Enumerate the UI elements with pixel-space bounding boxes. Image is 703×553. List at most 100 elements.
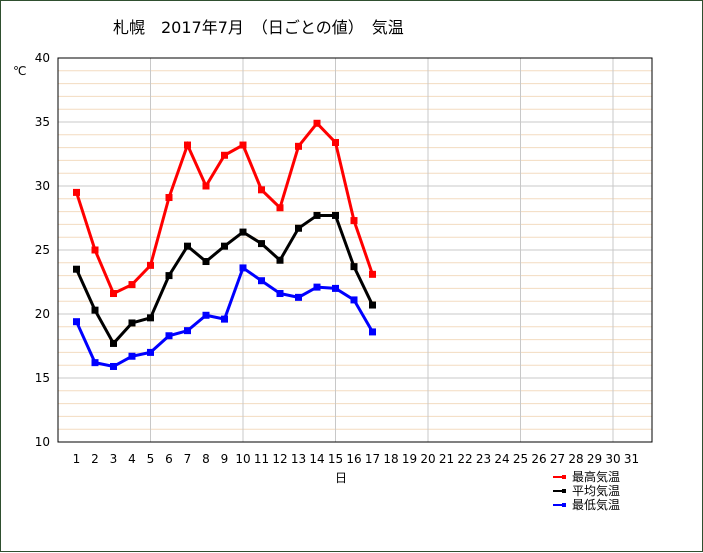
chart-title: 札幌 2017年7月 （日ごとの値） 気温 <box>113 18 404 37</box>
y-tick-label: 30 <box>35 179 50 193</box>
data-point <box>276 204 284 212</box>
x-tick-label: 10 <box>235 452 250 466</box>
data-point <box>276 290 284 298</box>
data-point <box>184 242 191 250</box>
data-point <box>91 359 99 367</box>
y-tick-label: 25 <box>35 243 50 257</box>
data-point <box>202 258 210 266</box>
x-tick-label: 17 <box>365 452 380 466</box>
x-tick-label: 5 <box>147 452 155 466</box>
data-point <box>147 314 154 322</box>
x-tick-label: 26 <box>531 452 546 466</box>
legend-label: 平均気温 <box>572 483 620 498</box>
x-tick-label: 8 <box>202 452 210 466</box>
x-tick-label: 11 <box>254 452 269 466</box>
x-axis-ticks: 1 2 3 4 5 6 7 8 9 10 11 12 13 14 15 16 17 18 19 20 21 22 23 24 2… <box>73 452 639 466</box>
data-point <box>202 311 210 319</box>
data-point <box>128 281 136 289</box>
x-tick-label: 13 <box>291 452 306 466</box>
data-point <box>110 339 117 347</box>
y-tick-label: 20 <box>35 307 50 321</box>
series-layer <box>73 119 376 370</box>
data-point <box>128 319 136 327</box>
data-point <box>110 362 117 370</box>
data-point <box>332 284 339 292</box>
x-tick-label: 20 <box>420 452 435 466</box>
y-tick-label: 15 <box>35 371 50 385</box>
x-tick-label: 27 <box>550 452 565 466</box>
data-point <box>350 217 358 225</box>
y-axis-label: ℃ <box>13 64 26 78</box>
x-tick-label: 3 <box>110 452 118 466</box>
y-axis-ticks: 10 15 20 25 30 35 40 <box>35 51 50 449</box>
data-point <box>369 301 376 309</box>
data-point <box>295 224 302 232</box>
x-tick-label: 23 <box>476 452 491 466</box>
legend-item: 平均気温 <box>553 483 620 498</box>
x-tick-label: 19 <box>402 452 417 466</box>
x-tick-label: 4 <box>128 452 136 466</box>
data-point <box>147 348 154 356</box>
legend-marker <box>562 489 566 493</box>
legend-item: 最高気温 <box>553 469 620 484</box>
data-point <box>202 182 210 190</box>
series-line <box>75 213 374 347</box>
y-tick-label: 40 <box>35 51 50 65</box>
data-point <box>91 306 99 314</box>
y-tick-label: 35 <box>35 115 50 129</box>
x-tick-label: 7 <box>184 452 192 466</box>
data-point <box>221 315 228 323</box>
x-tick-label: 28 <box>568 452 583 466</box>
data-point <box>147 261 154 269</box>
data-point <box>73 188 80 196</box>
data-point <box>332 211 339 219</box>
x-tick-label: 18 <box>383 452 398 466</box>
data-point <box>258 277 265 285</box>
series-group <box>73 211 376 347</box>
x-tick-label: 24 <box>494 452 509 466</box>
data-point <box>110 290 117 298</box>
data-point <box>295 293 302 301</box>
data-point <box>239 141 247 149</box>
x-tick-label: 16 <box>346 452 361 466</box>
data-point <box>91 246 99 254</box>
data-point <box>369 328 376 336</box>
data-point <box>369 270 376 278</box>
x-tick-label: 25 <box>513 452 528 466</box>
legend-label: 最高気温 <box>572 469 620 484</box>
y-tick-label: 10 <box>35 435 50 449</box>
legend-marker <box>562 503 566 507</box>
x-tick-label: 30 <box>605 452 620 466</box>
x-tick-label: 1 <box>73 452 81 466</box>
x-tick-label: 31 <box>624 452 639 466</box>
series-line <box>75 121 374 296</box>
legend-label: 最低気温 <box>572 497 620 512</box>
data-point <box>350 263 358 271</box>
data-point <box>184 141 191 149</box>
series-group <box>73 264 376 370</box>
data-point <box>184 327 191 335</box>
data-point <box>239 228 247 236</box>
data-point <box>295 142 302 150</box>
plot-area <box>57 57 653 443</box>
data-point <box>221 151 228 159</box>
data-point <box>258 186 265 194</box>
data-point <box>350 296 358 304</box>
x-tick-label: 29 <box>587 452 602 466</box>
data-point <box>276 256 284 264</box>
data-point <box>332 138 339 146</box>
data-point <box>313 211 321 219</box>
major-gridlines <box>58 58 652 442</box>
data-point <box>73 318 80 326</box>
data-point <box>313 283 321 291</box>
data-point <box>73 265 80 273</box>
x-tick-label: 12 <box>272 452 287 466</box>
x-tick-label: 6 <box>165 452 173 466</box>
x-tick-label: 21 <box>439 452 454 466</box>
x-axis-label: 日 <box>335 471 347 485</box>
data-point <box>165 272 173 280</box>
x-tick-label: 22 <box>457 452 472 466</box>
